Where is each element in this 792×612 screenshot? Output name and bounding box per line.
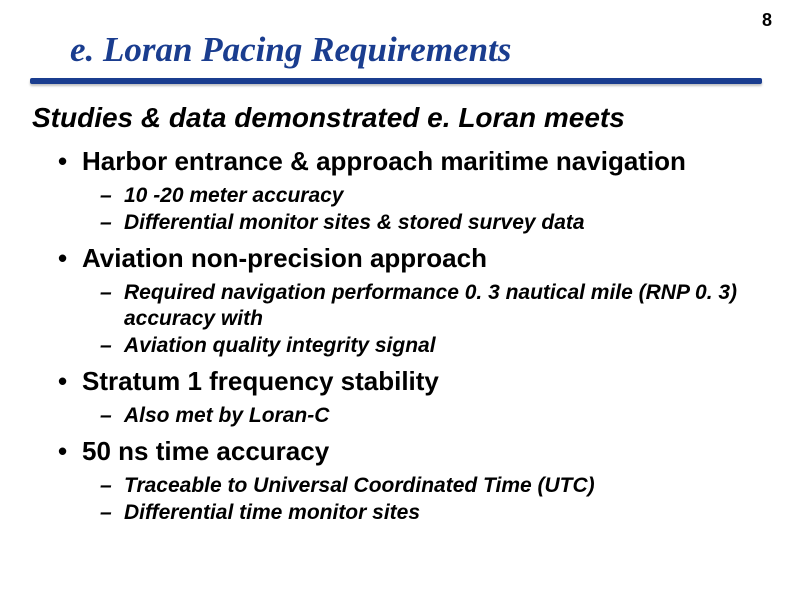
sub-bullet-item: Differential monitor sites & stored surv… bbox=[100, 210, 740, 235]
sub-bullet-item: Traceable to Universal Coordinated Time … bbox=[100, 473, 740, 498]
sub-bullet-item: Also met by Loran-C bbox=[100, 403, 740, 428]
bullet-item: 50 ns time accuracy bbox=[58, 436, 762, 467]
title-underline bbox=[30, 78, 762, 84]
bullet-item: Harbor entrance & approach maritime navi… bbox=[58, 146, 762, 177]
slide-subtitle: Studies & data demonstrated e. Loran mee… bbox=[32, 102, 762, 134]
slide-title: e. Loran Pacing Requirements bbox=[70, 30, 762, 70]
bullet-item: Aviation non-precision approach bbox=[58, 243, 762, 274]
slide-container: 8 e. Loran Pacing Requirements Studies &… bbox=[0, 0, 792, 612]
sub-bullet-item: Aviation quality integrity signal bbox=[100, 333, 740, 358]
sub-bullet-item: Required navigation performance 0. 3 nau… bbox=[100, 280, 740, 330]
page-number: 8 bbox=[762, 10, 772, 31]
bullet-item: Stratum 1 frequency stability bbox=[58, 366, 762, 397]
sub-bullet-item: Differential time monitor sites bbox=[100, 500, 740, 525]
sub-bullet-item: 10 -20 meter accuracy bbox=[100, 183, 740, 208]
